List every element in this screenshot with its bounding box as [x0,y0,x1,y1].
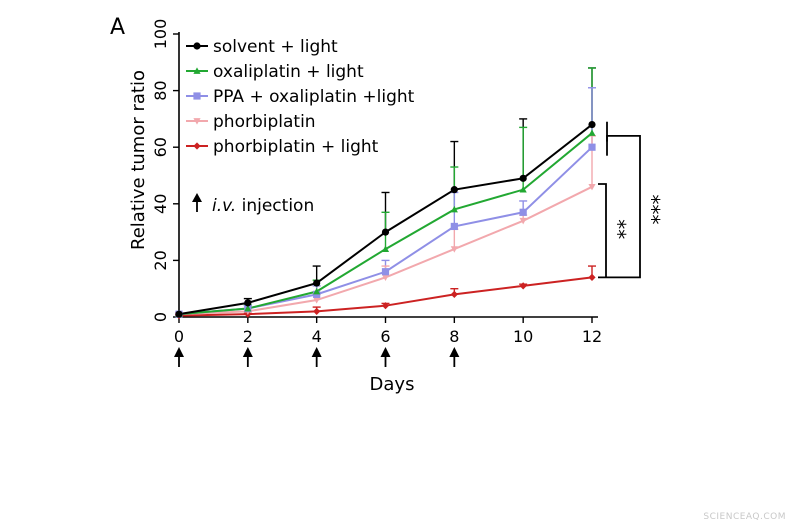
data-point [519,282,527,290]
data-point [450,290,458,298]
significance-bracket-outer [598,134,641,279]
data-point [450,246,458,253]
x-tick-label: 12 [582,327,602,346]
panel-label: A [110,15,125,40]
injection-note-arrowhead [192,193,202,202]
data-point [519,186,527,193]
legend-label: oxaliplatin + light [213,62,364,82]
data-point [450,186,458,194]
legend: solvent + light oxaliplatin + light PPA + … [186,37,415,216]
significance-bracket-inner [598,183,607,278]
series-markers [175,120,596,320]
y-axis-label: Relative tumor ratio [128,70,149,250]
injection-arrows [174,347,460,367]
data-point [313,279,321,287]
x-tick-label: 2 [243,327,253,346]
injection-note-label: i.v. injection [212,196,314,216]
data-point [175,310,183,318]
data-point [588,129,596,136]
data-point [519,174,527,182]
data-point [588,183,596,191]
y-tick-label: 60 [151,137,170,157]
legend-label: phorbiplatin + light [213,137,379,157]
data-point [381,268,390,276]
x-tick-label: 4 [312,327,322,346]
data-point [313,297,321,304]
y-tick-label: 100 [151,19,170,50]
y-tick-label: 40 [151,194,170,214]
data-point [519,208,527,216]
injection-arrowhead [449,347,460,357]
significance-brackets: ***** [598,121,664,279]
x-tick-label: 8 [449,327,459,346]
data-point [381,228,390,236]
legend-marker [193,42,201,50]
injection-arrowhead [380,347,391,357]
y-tick-label: 20 [151,250,170,270]
legend-label: PPA + oxaliplatin +light [213,87,415,107]
significance-label-outer: *** [640,194,664,224]
data-point [519,217,527,225]
data-point [450,222,458,231]
x-axis-label: Days [370,374,415,395]
data-point [381,302,390,310]
axes: 0 2 4 6 8 10 12 0 20 40 60 80 100 [151,19,602,346]
data-point [313,287,321,295]
watermark: SCIENCEAQ.COM [703,512,786,522]
data-point [244,304,252,312]
legend-marker [193,67,201,74]
x-tick-label: 6 [380,327,390,346]
legend-marker [193,92,201,100]
data-point [381,245,390,252]
legend-marker [193,142,201,150]
injection-arrowhead [174,347,184,357]
data-point [588,273,596,281]
x-tick-label: 10 [513,327,533,346]
data-point [450,205,458,213]
data-point [588,143,596,151]
x-tick-label: 0 [174,327,184,346]
data-point [244,299,252,307]
legend-label: solvent + light [213,37,338,57]
legend-marker [193,118,201,125]
data-point [313,307,321,315]
data-point [588,120,596,129]
significance-label-inner: ** [606,219,630,239]
y-tick-label: 0 [151,312,170,322]
injection-arrowhead [311,347,322,357]
data-point [381,274,390,281]
legend-label: phorbiplatin [213,112,316,132]
y-tick-label: 80 [151,80,170,100]
injection-arrowhead [242,347,253,357]
